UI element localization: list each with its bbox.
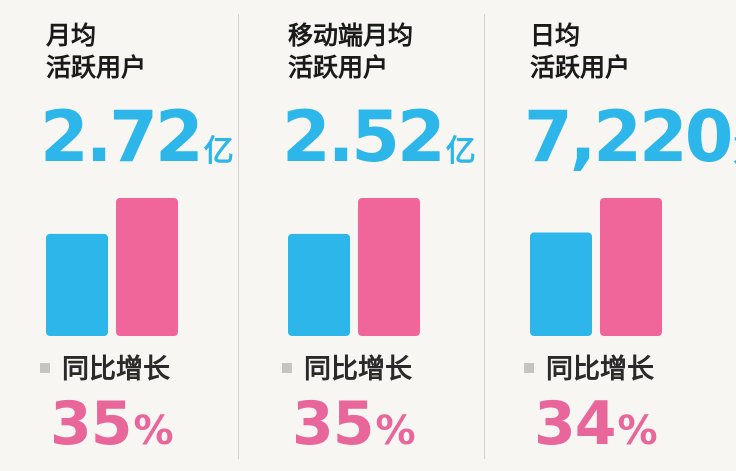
value-number: 7,220 xyxy=(524,96,733,178)
panel-divider xyxy=(238,14,239,459)
growth-value: 35% xyxy=(50,392,174,471)
panel-title: 移动端月均 活跃用户 xyxy=(288,20,413,84)
bullet-marker xyxy=(524,362,534,373)
panel-monthly-active-users: 月均 活跃用户 2.72 亿 同比增长 35% xyxy=(40,0,234,471)
value-unit: 万 xyxy=(733,134,736,169)
bar-current xyxy=(600,198,662,336)
growth-number: 35 xyxy=(50,389,132,459)
panel-title-line: 活跃用户 xyxy=(530,53,631,82)
growth-number: 34 xyxy=(534,389,616,459)
growth-number: 35 xyxy=(292,389,374,459)
bar-prior xyxy=(46,233,108,336)
bar-current xyxy=(116,198,178,336)
panel-title-line: 月均 xyxy=(46,21,97,50)
panel-title-line: 日均 xyxy=(530,21,581,50)
growth-label: 同比增长 xyxy=(282,352,412,388)
growth-label-text: 同比增长 xyxy=(62,354,170,385)
value-number: 2.52 xyxy=(282,96,446,178)
bullet-marker xyxy=(40,362,50,373)
panel-value: 2.72 亿 xyxy=(40,100,234,193)
bar-prior xyxy=(530,232,592,336)
growth-label-text: 同比增长 xyxy=(546,354,654,385)
value-unit: 亿 xyxy=(203,134,234,169)
growth-value: 35% xyxy=(292,392,416,471)
value-unit: 亿 xyxy=(445,134,476,169)
bullet-marker xyxy=(282,362,292,373)
bar-current xyxy=(358,198,420,336)
panel-value: 7,220万 xyxy=(524,100,736,193)
growth-label: 同比增长 xyxy=(40,352,170,388)
bar-chart xyxy=(288,198,420,336)
growth-label: 同比增长 xyxy=(524,352,654,388)
panel-title: 日均 活跃用户 xyxy=(530,20,630,84)
growth-unit: % xyxy=(617,408,658,454)
growth-unit: % xyxy=(133,408,174,454)
bar-prior xyxy=(288,233,350,336)
bar-chart xyxy=(530,198,662,336)
growth-value: 34% xyxy=(534,392,658,471)
panel-value: 2.52 亿 xyxy=(282,100,476,193)
panel-title-line: 活跃用户 xyxy=(288,53,389,82)
panel-daily-active-users: 日均 活跃用户 7,220万 同比增长 34% xyxy=(524,0,736,471)
panel-title-line: 移动端月均 xyxy=(288,21,414,50)
value-number: 2.72 xyxy=(40,96,204,178)
panel-divider xyxy=(484,14,485,459)
growth-unit: % xyxy=(375,408,416,454)
panel-title: 月均 活跃用户 xyxy=(46,20,146,84)
bar-chart xyxy=(46,198,178,336)
growth-label-text: 同比增长 xyxy=(304,354,412,385)
panel-title-line: 活跃用户 xyxy=(46,53,147,82)
panel-mobile-monthly-active-users: 移动端月均 活跃用户 2.52 亿 同比增长 35% xyxy=(282,0,482,470)
